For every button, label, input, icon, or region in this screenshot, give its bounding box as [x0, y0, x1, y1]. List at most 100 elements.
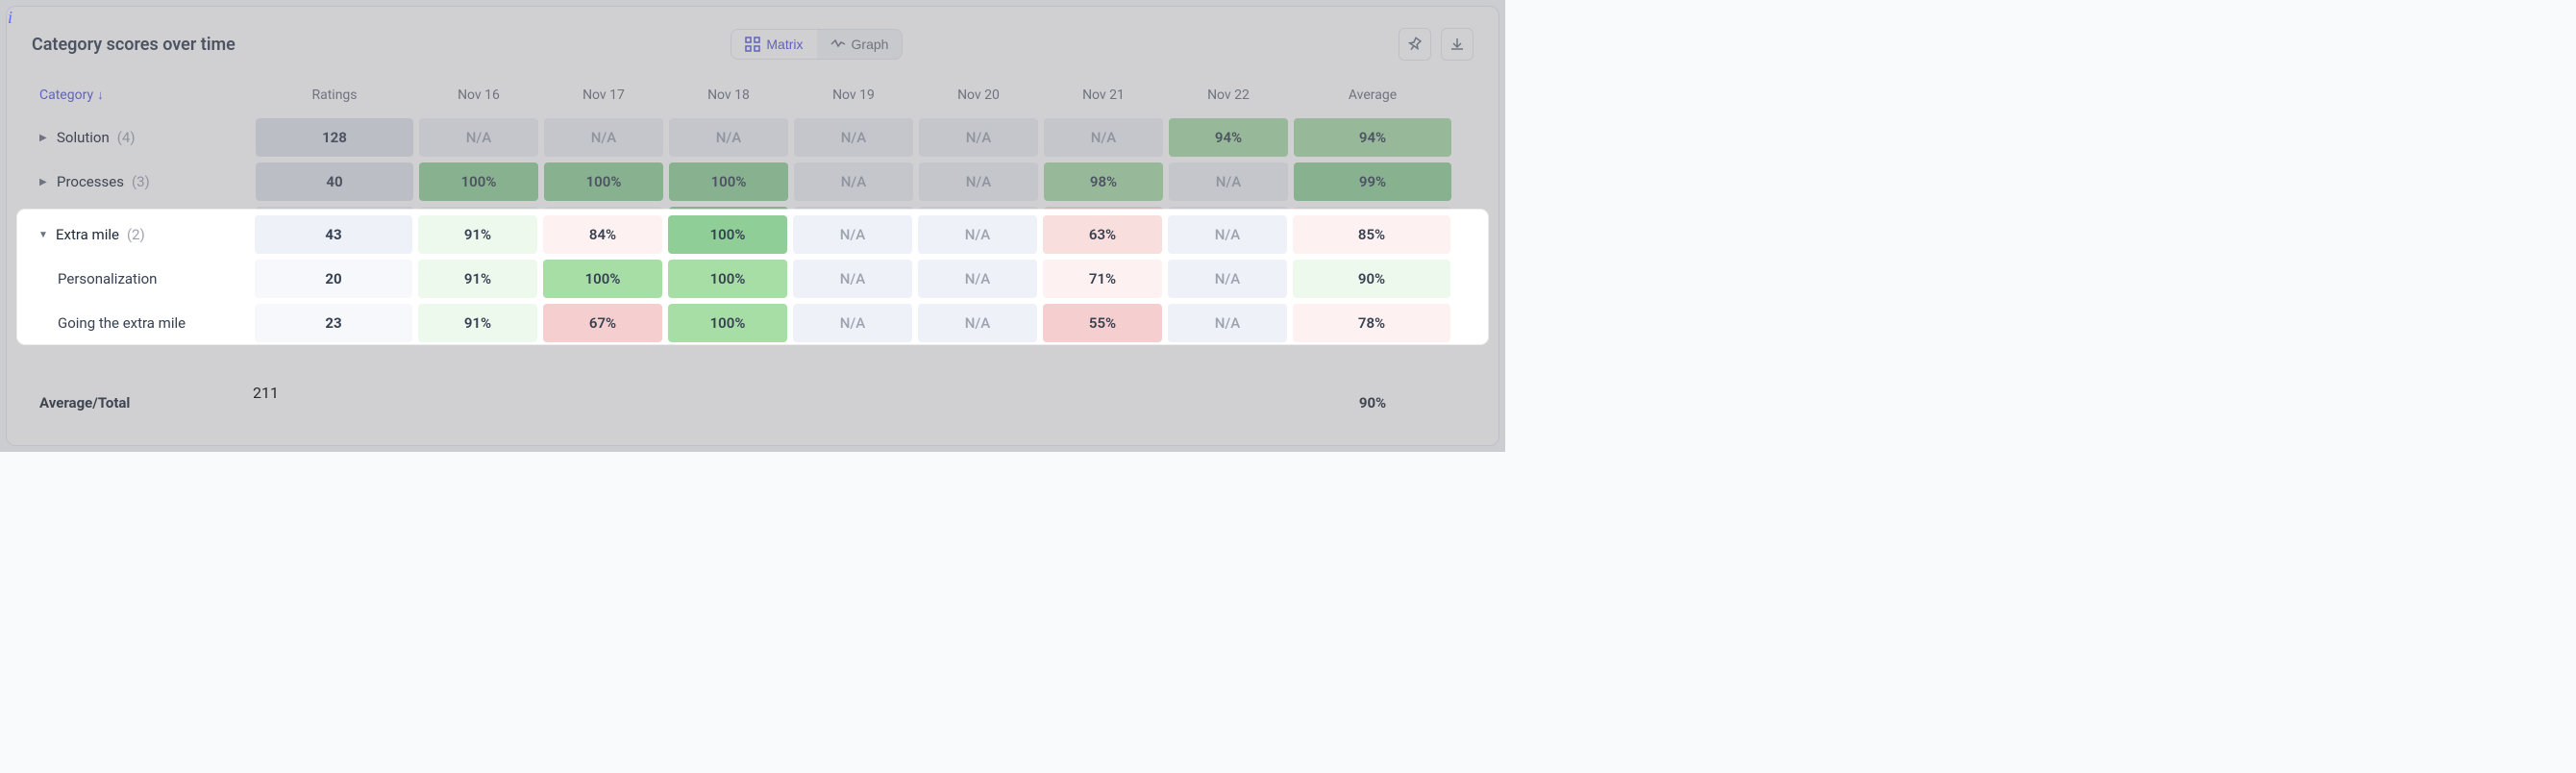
matrix-icon	[745, 37, 760, 52]
score-cell: 55%	[1044, 295, 1163, 334]
footer-empty	[416, 384, 541, 422]
footer-average: 90%	[1291, 384, 1454, 422]
footer-empty	[916, 384, 1041, 422]
scores-grid: Category↓RatingsNov 16Nov 17Nov 18Nov 19…	[32, 78, 1474, 422]
matrix-toggle-button[interactable]: Matrix	[731, 30, 816, 59]
category-header-label: Category	[39, 87, 93, 103]
footer-total[interactable]: 211	[253, 384, 416, 422]
card-title: Category scores over time	[32, 35, 235, 55]
na-cell: N/A	[1169, 207, 1288, 245]
average-cell: 94%	[1294, 118, 1451, 157]
score-cell: 100%	[419, 162, 538, 201]
graph-icon	[830, 37, 846, 52]
category-label: Solution	[57, 129, 110, 146]
score-cell: 84%	[544, 207, 663, 245]
na-cell: N/A	[794, 162, 913, 201]
score-cell: 100%	[669, 251, 788, 289]
date-header: Nov 16	[416, 78, 541, 112]
spacer	[1291, 339, 1454, 378]
category-label: Going the extra mile	[59, 306, 186, 323]
average-cell: 85%	[1294, 207, 1451, 245]
pin-icon	[1407, 37, 1423, 52]
average-cell: 90%	[1294, 251, 1451, 289]
spacer	[253, 339, 416, 378]
category-cell: Going the extra mile	[32, 295, 253, 334]
footer-empty	[1041, 384, 1166, 422]
spacer	[541, 339, 666, 378]
score-cell: 71%	[1044, 251, 1163, 289]
view-toggle: Matrix Graph	[731, 29, 903, 60]
category-count: (3)	[132, 173, 150, 190]
footer-empty	[1166, 384, 1291, 422]
spacer	[666, 339, 791, 378]
na-cell: N/A	[919, 162, 1038, 201]
category-cell[interactable]: ▶ Solution (4)	[32, 118, 253, 157]
category-count: (2)	[128, 217, 146, 235]
ratings-cell: 43	[256, 207, 413, 245]
na-cell: N/A	[919, 295, 1038, 334]
spacer	[791, 339, 916, 378]
na-cell: N/A	[1169, 162, 1288, 201]
na-cell: N/A	[544, 118, 663, 157]
score-cell: 100%	[669, 295, 788, 334]
na-cell: N/A	[919, 118, 1038, 157]
na-cell: N/A	[919, 251, 1038, 289]
info-icon[interactable]: i	[8, 8, 12, 28]
scores-card: Category scores over time Matrix Graph	[6, 6, 1499, 446]
na-cell: N/A	[669, 118, 788, 157]
score-cell: 100%	[669, 162, 788, 201]
score-cell: 63%	[1044, 207, 1163, 245]
score-cell: 91%	[419, 251, 538, 289]
score-cell: 91%	[419, 295, 538, 334]
score-cell: 100%	[544, 251, 663, 289]
category-header[interactable]: Category↓	[32, 78, 253, 112]
category-label: Extra mile	[57, 217, 120, 235]
spacer	[1166, 339, 1291, 378]
na-cell: N/A	[1169, 251, 1288, 289]
matrix-toggle-label: Matrix	[766, 37, 803, 52]
na-cell: N/A	[919, 207, 1038, 245]
date-header: Nov 21	[1041, 78, 1166, 112]
spacer	[416, 339, 541, 378]
category-cell[interactable]: ▶ Processes (3)	[32, 162, 253, 201]
date-header: Nov 18	[666, 78, 791, 112]
average-cell: 99%	[1294, 162, 1451, 201]
average-cell: 78%	[1294, 295, 1451, 334]
ratings-header: Ratings	[253, 78, 416, 112]
spacer	[32, 339, 253, 378]
na-cell: N/A	[794, 207, 913, 245]
category-label: Personalization	[59, 262, 158, 279]
date-header: Nov 19	[791, 78, 916, 112]
na-cell: N/A	[794, 295, 913, 334]
date-header: Nov 17	[541, 78, 666, 112]
download-button[interactable]	[1441, 28, 1474, 61]
na-cell: N/A	[794, 118, 913, 157]
graph-toggle-label: Graph	[852, 37, 889, 52]
footer-label: Average/Total	[32, 384, 253, 422]
ratings-cell: 128	[256, 118, 413, 157]
graph-toggle-button[interactable]: Graph	[817, 30, 903, 59]
caret-right-icon: ▶	[39, 177, 49, 187]
score-cell: 91%	[419, 207, 538, 245]
date-header: Nov 22	[1166, 78, 1291, 112]
ratings-cell: 40	[256, 162, 413, 201]
category-count: (4)	[117, 129, 136, 146]
date-header: Nov 20	[916, 78, 1041, 112]
score-cell: 100%	[669, 207, 788, 245]
category-label: Processes	[57, 173, 124, 190]
score-cell: 100%	[544, 162, 663, 201]
score-cell: 67%	[544, 295, 663, 334]
category-cell: Personalization	[32, 251, 253, 289]
card-header: Category scores over time Matrix Graph	[32, 28, 1474, 61]
download-icon	[1449, 37, 1465, 52]
ratings-cell: 20	[256, 251, 413, 289]
na-cell: N/A	[1169, 295, 1288, 334]
spacer	[1041, 339, 1166, 378]
score-cell: 98%	[1044, 162, 1163, 201]
spacer	[916, 339, 1041, 378]
category-cell[interactable]: ▼Extra mile (2)	[32, 207, 253, 245]
na-cell: N/A	[794, 251, 913, 289]
caret-right-icon: ▶	[39, 133, 49, 143]
average-header: Average	[1291, 78, 1454, 112]
pin-button[interactable]	[1399, 28, 1431, 61]
